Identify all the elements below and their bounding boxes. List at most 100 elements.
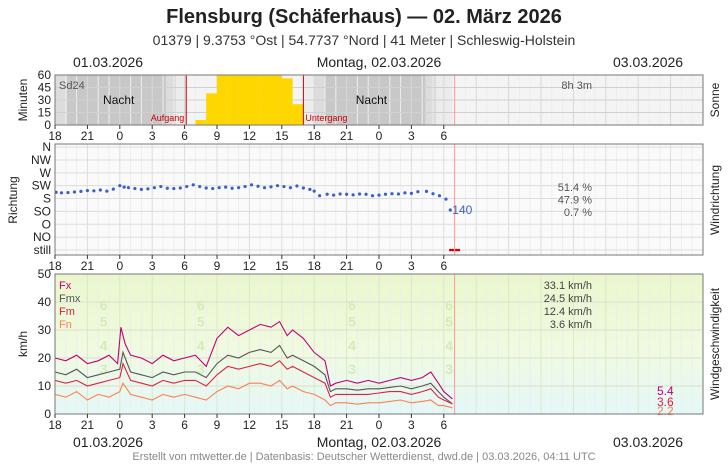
x-tick-label: 3 <box>149 418 156 432</box>
direction-point <box>211 186 215 191</box>
last-speed-label: 3.6 <box>657 395 674 409</box>
night-label: Nacht <box>103 93 135 107</box>
legend-fn: Fn <box>59 319 72 331</box>
y-tick-label: 0 <box>44 118 51 132</box>
direction-tick-label: SW <box>32 179 52 193</box>
beaufort-mark: 3 <box>445 361 453 377</box>
direction-point <box>282 184 286 189</box>
direction-tick-label: W <box>40 166 52 180</box>
x-tick-label: 6 <box>181 129 188 143</box>
x-tick-label: 12 <box>243 418 257 432</box>
direction-stat: 0.7 % <box>564 207 592 219</box>
direction-point <box>72 190 77 194</box>
x-tick-label: 18 <box>308 259 322 273</box>
direction-point <box>237 186 241 190</box>
direction-point <box>318 194 322 198</box>
x-tick-label: 21 <box>340 418 354 432</box>
direction-point <box>217 186 221 190</box>
x-tick-label: 3 <box>408 129 415 143</box>
beaufort-mark: 3 <box>100 361 108 377</box>
speed-stat: 24.5 km/h <box>544 293 592 305</box>
direction-point <box>185 184 189 189</box>
speed-stat: 33.1 km/h <box>544 280 592 292</box>
x-tick-label: 0 <box>376 259 383 273</box>
right-axis-label: Windgeschwindigkeit <box>708 287 722 400</box>
x-tick-label: 6 <box>181 418 188 432</box>
beaufort-mark: 4 <box>100 337 108 353</box>
y-tick-label: 60 <box>38 68 52 82</box>
direction-point <box>85 188 89 193</box>
direction-point <box>204 186 208 190</box>
x-tick-label: 21 <box>81 259 95 273</box>
x-tick-label: 15 <box>275 259 289 273</box>
direction-point <box>152 186 156 190</box>
direction-point <box>444 197 448 201</box>
x-tick-label: 9 <box>214 418 221 432</box>
series-line-fm <box>54 360 453 405</box>
y-tick-label: 50 <box>38 267 52 281</box>
direction-point <box>396 192 401 196</box>
beaufort-mark: 4 <box>348 337 356 353</box>
date-right-top: 03.03.2026 <box>613 54 684 70</box>
last-speed-label: 5.4 <box>657 384 674 398</box>
direction-stat: 47.9 % <box>558 195 592 207</box>
direction-point <box>139 187 143 192</box>
beaufort-mark: 4 <box>197 337 205 353</box>
direction-point <box>59 191 64 195</box>
x-tick-label: 3 <box>149 129 156 143</box>
direction-point <box>269 185 273 189</box>
direction-tick-label: N <box>42 140 51 154</box>
direction-point <box>332 193 336 197</box>
beaufort-mark: 6 <box>445 297 453 313</box>
sunshine-bar <box>260 75 271 125</box>
y-tick-label: 45 <box>38 81 52 95</box>
direction-point <box>133 186 137 191</box>
station-info: 01379 | 9.3753 °Ost | 54.7737 °Nord | 41… <box>152 32 576 48</box>
beaufort-mark: 3 <box>197 361 205 377</box>
calm-point <box>455 248 459 252</box>
direction-point <box>92 189 96 193</box>
x-tick-label: 9 <box>214 129 221 143</box>
direction-point <box>178 186 182 190</box>
x-tick-label: 21 <box>81 129 95 143</box>
direction-point <box>118 184 122 188</box>
sunshine-bar <box>271 75 282 125</box>
direction-tick-label: NW <box>31 153 52 167</box>
beaufort-mark: 5 <box>445 314 453 330</box>
direction-point <box>262 186 267 190</box>
calm-point <box>457 248 461 252</box>
date-right-bottom: 03.03.2026 <box>613 434 684 450</box>
sunshine-bar <box>206 93 217 125</box>
right-axis-label: Windrichtung <box>708 165 722 235</box>
calm-point <box>451 248 454 252</box>
page-title: Flensburg (Schäferhaus) — 02. März 2026 <box>166 6 562 28</box>
direction-point <box>295 184 299 188</box>
direction-point <box>364 192 368 196</box>
y-axis-label: Richtung <box>6 176 20 223</box>
direction-point <box>383 192 388 196</box>
x-tick-label: 18 <box>48 259 62 273</box>
direction-point <box>66 190 70 195</box>
direction-point <box>288 186 293 190</box>
direction-point <box>122 185 126 189</box>
direction-point <box>172 186 176 191</box>
sunshine-bar <box>238 75 250 125</box>
series-line-fn <box>54 379 453 409</box>
direction-point <box>243 184 247 189</box>
x-tick-label: 9 <box>214 259 221 273</box>
sunshine-total-right: 8h 3m <box>561 80 592 92</box>
y-tick-label: 30 <box>38 93 52 107</box>
sunrise-label: Aufgang <box>151 113 185 123</box>
speed-stat: 12.4 km/h <box>544 306 592 318</box>
y-tick-label: 0 <box>44 407 51 421</box>
x-tick-label: 15 <box>275 129 289 143</box>
direction-point <box>325 192 329 196</box>
last-speed-label: 2.2 <box>657 404 674 418</box>
date-left-bottom: 01.03.2026 <box>73 434 144 450</box>
calm-point <box>448 248 452 252</box>
direction-point <box>308 187 312 192</box>
direction-tick-label: O <box>42 217 51 231</box>
legend-fx: Fx <box>59 280 72 292</box>
